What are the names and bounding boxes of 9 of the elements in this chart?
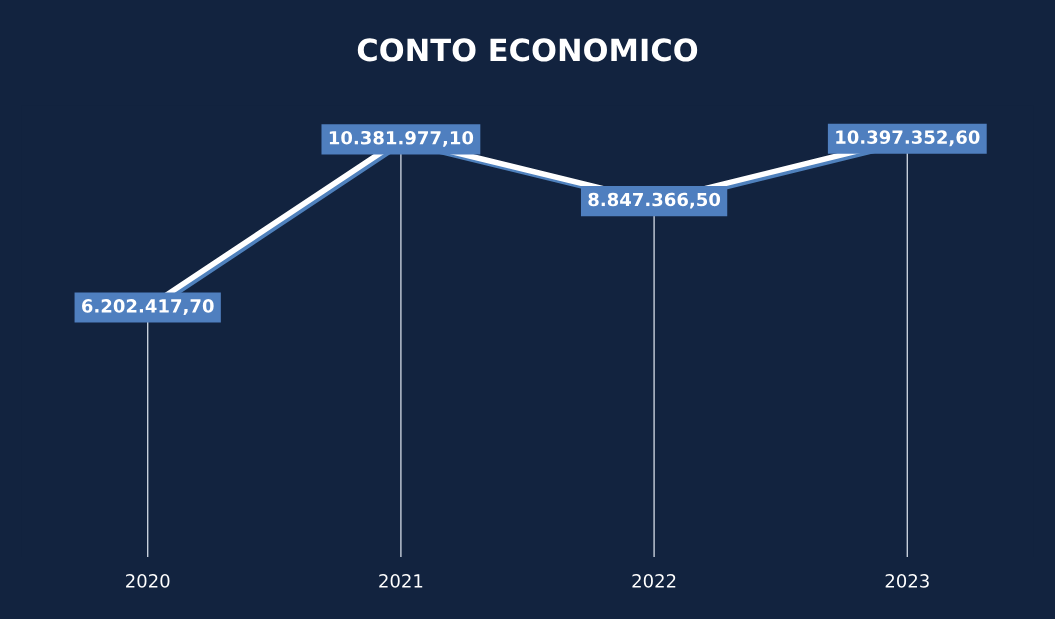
- chart-title: CONTO ECONOMICO: [357, 38, 698, 62]
- data-label: 6.202.417,70: [82, 299, 214, 316]
- data-label: 10.381.977,10: [329, 130, 474, 147]
- x-tick-label: 2023: [885, 574, 929, 588]
- x-tick-label: 2022: [632, 574, 676, 588]
- data-label: 10.397.352,60: [836, 130, 980, 147]
- x-tick-label: 2021: [379, 574, 423, 588]
- data-label: 8.847.366,50: [588, 192, 721, 209]
- x-tick-label: 2020: [126, 574, 170, 588]
